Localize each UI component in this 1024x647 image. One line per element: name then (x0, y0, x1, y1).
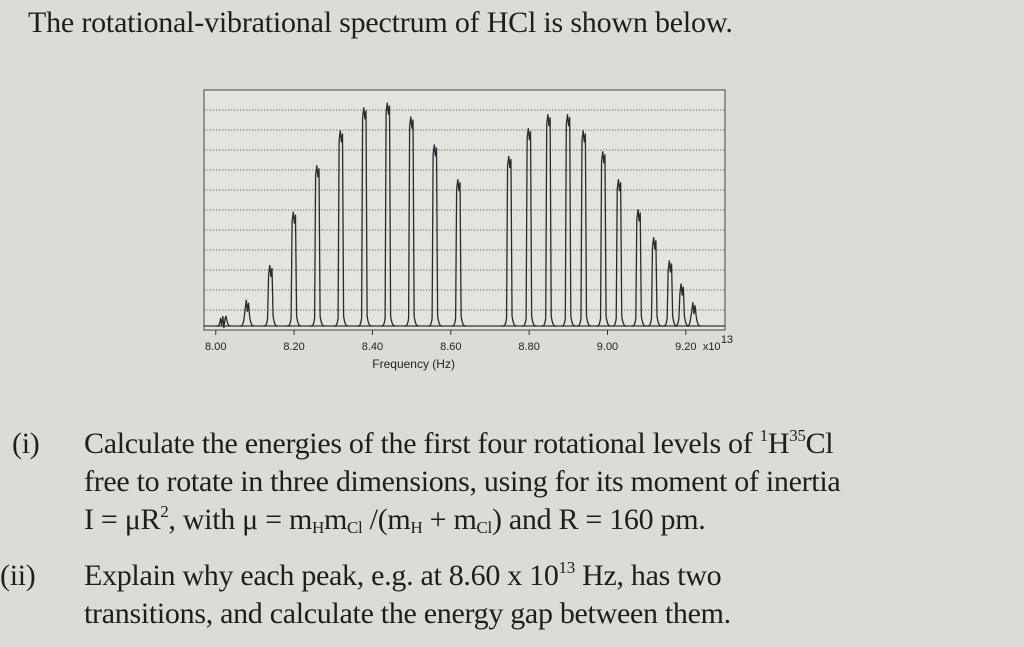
spectrum-peak (333, 130, 349, 327)
spectrum-peak (216, 315, 231, 329)
spectrum-peak (596, 151, 611, 327)
x-axis-label: Frequency (Hz) (372, 357, 455, 371)
spectrum-peak (576, 130, 592, 327)
spectrum-peak (541, 114, 556, 327)
question-i-line-2: free to rotate in three dimensions, usin… (84, 465, 841, 498)
spectrum-peak (263, 264, 278, 327)
spectrum-peak (427, 144, 443, 327)
spectrum-peak (286, 211, 302, 327)
spectrum-peak (612, 179, 627, 327)
spectrum-peak (631, 209, 647, 327)
problem-heading: The rotational-vibrational spectrum of H… (28, 6, 733, 39)
question-i-line-3: I = μR2, with μ = mHmCl /(mH + mCl) and … (84, 502, 706, 537)
x-tick-label: 8.80 (518, 341, 539, 353)
spectrum-peak (357, 107, 372, 327)
spectrum-peak (647, 237, 662, 327)
spectrum-peak (404, 116, 419, 327)
x-tick-label: 9.20 (675, 341, 696, 353)
question-ii-line-2: transitions, and calculate the energy ga… (84, 597, 731, 630)
x-tick-label: 8.60 (440, 341, 461, 353)
x-multiplier: x10 (703, 341, 721, 353)
x-tick-label: 8.40 (362, 341, 383, 353)
question-ii-text: Explain why each peak, e.g. at 8.60 x 10… (84, 557, 1014, 633)
spectrum-peak (451, 179, 466, 327)
spectrum-peak (310, 165, 325, 327)
spectrum-peak (561, 114, 576, 327)
x-tick-label: 8.00 (205, 341, 226, 353)
question-ii-number: (ii) (0, 559, 36, 592)
spectrum-peak (686, 302, 701, 327)
spectrum-peak (380, 102, 396, 327)
spectrum-peak (674, 283, 690, 327)
x-tick-label: 8.20 (283, 341, 304, 353)
spectrum-peak (502, 155, 517, 327)
spectrum-figure: 8.00 8.20 8.40 8.60 8.80 9.00 9.20 x10 13 Frequen… (190, 78, 790, 378)
x-tick-label: 9.00 (597, 341, 618, 353)
spectrum-peak (239, 299, 255, 327)
x-multiplier-exponent: 13 (721, 334, 733, 346)
question-i-text: Calculate the energies of the first four… (84, 425, 1014, 539)
spectrum-peak (662, 260, 678, 327)
spectrum-peak (521, 128, 537, 327)
question-ii-line-1: Explain why each peak, e.g. at 8.60 x 10… (84, 558, 722, 592)
question-i-line-1: Calculate the energies of the first four… (84, 426, 834, 460)
question-i-number: (i) (12, 427, 40, 460)
